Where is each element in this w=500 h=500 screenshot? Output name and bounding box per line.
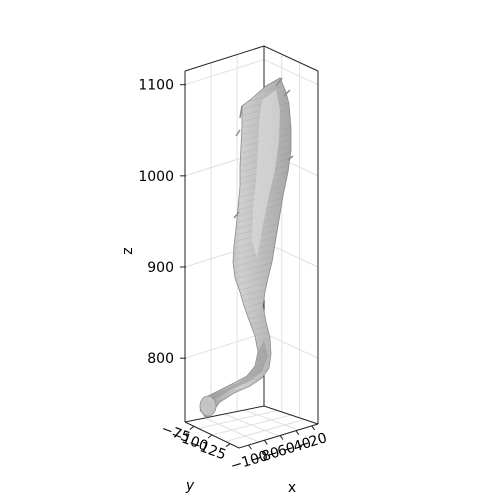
x-tick [263, 440, 268, 445]
x-tick [311, 425, 316, 431]
z-tick-label: 900 [147, 260, 174, 276]
y-tick [225, 443, 231, 448]
surface-object [199, 77, 294, 419]
frame-floor-back-edges [184, 405, 319, 425]
y-tick [207, 434, 213, 439]
grid-line [225, 419, 305, 442]
z-tick-label: 800 [147, 351, 174, 367]
x-axis-ticks: −100−80−60−40−20 [229, 425, 329, 475]
grid-line [263, 332, 319, 359]
x-axis-label: x [288, 480, 296, 496]
y-axis-ticks: −75−100−125 [159, 421, 231, 463]
surface-highlight [252, 90, 280, 258]
z-axis-label: z [120, 247, 136, 254]
grid-line [211, 414, 292, 436]
z-axis-ticks: 800 900 1000 1100 [138, 78, 186, 367]
y-axis-label: y [185, 478, 195, 494]
surface-spikes [233, 77, 294, 219]
grid-line [184, 59, 265, 86]
grid-line [263, 59, 319, 86]
x-tick-label: −20 [296, 430, 329, 454]
x-tick [279, 435, 284, 440]
x-tick [295, 430, 300, 436]
y-tick [189, 425, 195, 430]
x-tick [248, 444, 252, 450]
surface-tail-tip [199, 395, 217, 417]
surface-tail-shadow [204, 340, 268, 410]
grid-line [244, 409, 299, 431]
grid-line [184, 332, 265, 359]
z-tick-label: 1000 [138, 169, 174, 185]
z-tick-label: 1100 [138, 78, 174, 94]
frame-floor-front-edges [184, 421, 319, 449]
frame-top-edges [184, 45, 319, 72]
